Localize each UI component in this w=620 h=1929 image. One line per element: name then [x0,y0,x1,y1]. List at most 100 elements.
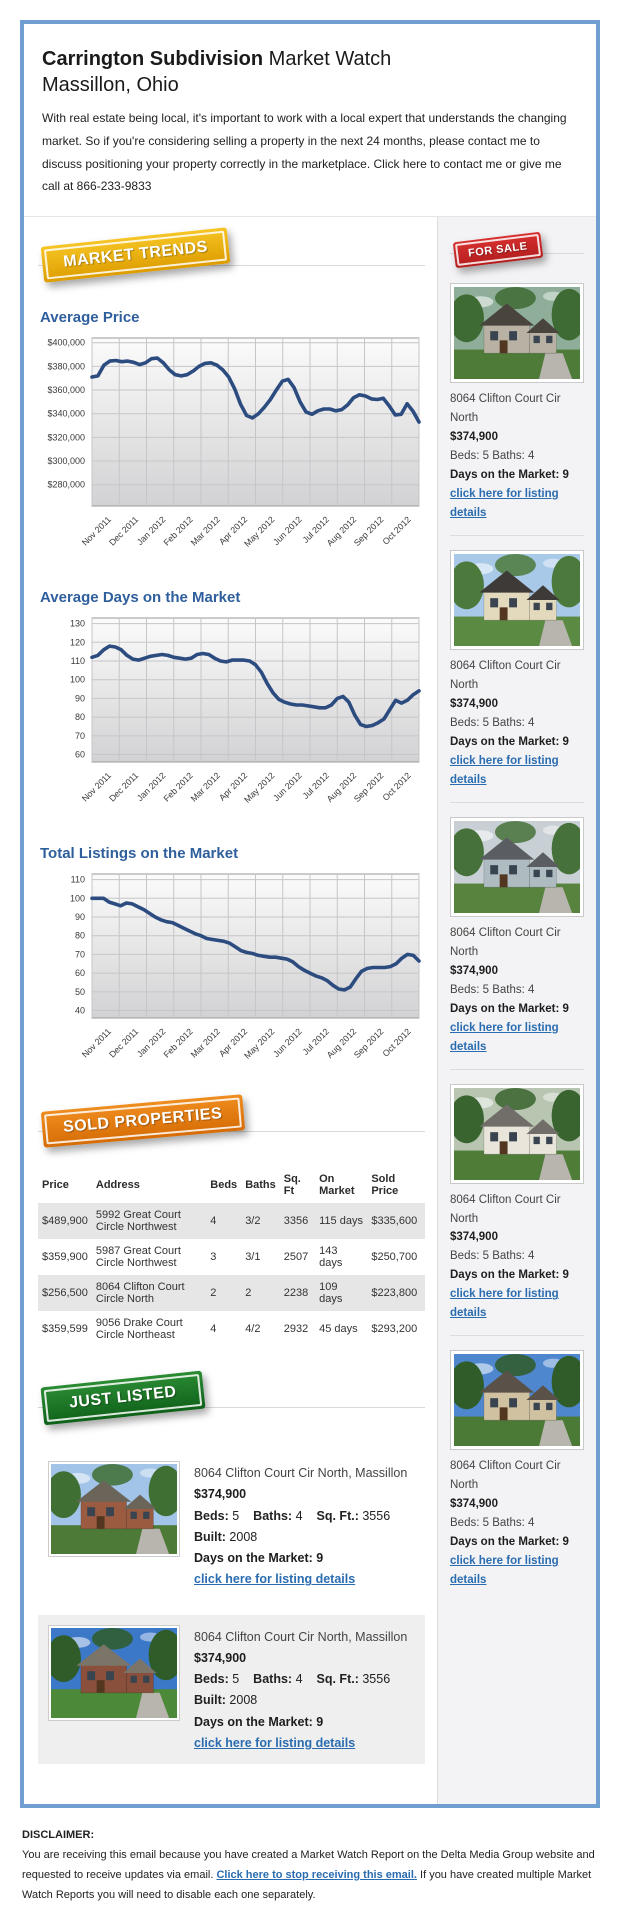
listing-price: $374,900 [450,697,498,710]
table-row: $359,900 5987 Great Court Circle Northwes… [38,1239,425,1275]
listing-details-link[interactable]: click here for listing details [450,1555,559,1587]
svg-text:$340,000: $340,000 [47,409,85,419]
title-suffix: Market Watch [263,48,392,70]
svg-text:$400,000: $400,000 [47,338,85,348]
svg-text:Sep 2012: Sep 2012 [352,770,386,804]
unsubscribe-link[interactable]: Click here to stop receiving this email. [216,1868,417,1881]
line-chart-svg: $400,000 $380,000 $360,000 $340,000 $320,000… [47,337,421,549]
listing-price: $374,900 [194,1487,247,1502]
table-cell: 2507 [283,1251,309,1264]
for-sale-listing-card: 8064 Clifton Court Cir North $374,900 Beds… [450,816,584,1057]
listing-details-link[interactable]: click here for listing details [194,1572,356,1587]
table-cell: $256,500 [42,1287,88,1300]
svg-text:130: 130 [70,619,85,629]
listing-photo [48,1624,180,1721]
for-sale-section-head: FOR SALE [450,231,584,273]
table-cell: 5987 Great Court Circle Northwest [95,1245,181,1270]
listing-photo [450,816,584,917]
svg-text:110: 110 [71,875,85,885]
svg-text:$320,000: $320,000 [47,433,85,443]
table-cell: 2 [245,1287,252,1300]
table-cell: 9056 Drake Court Circle Northeast [95,1317,183,1342]
house-photo-illustration [454,1354,580,1447]
page-title: Carrington Subdivision Market Watch [42,46,578,72]
listing-details-link[interactable]: click here for listing details [450,754,559,786]
svg-text:60: 60 [75,968,85,978]
sold-properties-section-head: SOLD PROPERTIES [38,1094,425,1161]
table-cell: 45 days [319,1323,358,1336]
listing-specs: Beds: 5 Baths: 4 Sq. Ft.: 3556 Built: 2008 [194,1669,415,1712]
svg-text:$380,000: $380,000 [47,362,85,372]
divider [38,1407,425,1409]
table-cell: 143 days [319,1245,343,1270]
table-row: $256,500 8064 Clifton Court Circle North 2… [38,1275,425,1312]
table-cell: 2238 [283,1287,309,1300]
listing-specs: Beds: 5 Baths: 4 Sq. Ft.: 3556 Built: 2008 [194,1506,415,1549]
listing-address: 8064 Clifton Court Cir North [450,1460,561,1492]
market-trends-section-head: MARKET TRENDS [38,227,425,295]
total-listings-heading: Total Listings on the Market [40,845,239,863]
sidebar: FOR SALE 8064 Clifton Court Cir North $37… [437,217,596,1805]
listing-address: 8064 Clifton Court Cir North, Massillon [194,1629,408,1644]
house-photo-illustration [454,820,580,913]
spec-label: Baths: [253,1508,293,1523]
house-photo-illustration [51,1464,177,1555]
spec-label: Sq. Ft.: [316,1672,359,1687]
spec-label: Beds: [194,1672,229,1687]
svg-text:Sep 2012: Sep 2012 [352,1026,386,1060]
listing-beds-baths: Beds: 5 Baths: 4 [450,716,535,729]
svg-text:Jun 2012: Jun 2012 [271,1026,304,1059]
svg-text:$300,000: $300,000 [47,456,85,466]
divider [450,1335,584,1337]
house-photo-illustration [454,1087,580,1180]
table-cell: 2932 [283,1323,309,1336]
svg-text:70: 70 [75,950,85,960]
main-column: MARKET TRENDS Average Price $400,000 $380… [24,217,437,1804]
for-sale-listing-card: 8064 Clifton Court Cir North $374,900 Beds… [450,1350,584,1590]
listing-info: 8064 Clifton Court Cir North $374,900 Beds… [450,924,584,1057]
just-listed-badge-label: JUST LISTED [43,1374,202,1423]
listing-days-on-market: Days on the Market: 9 [450,735,569,748]
svg-text:Jun 2012: Jun 2012 [271,514,304,547]
svg-text:90: 90 [75,912,85,922]
listing-beds-baths: Beds: 5 Baths: 4 [450,1517,535,1530]
listing-price: $374,900 [450,964,498,977]
listing-address: 8064 Clifton Court Cir North, Massillon [194,1466,408,1481]
listing-beds-baths: Beds: 5 Baths: 4 [450,983,535,996]
for-sale-listing-card: 8064 Clifton Court Cir North $374,900 Beds… [450,283,584,523]
table-cell: 4 [210,1215,217,1228]
listing-beds-baths: Beds: 5 Baths: 4 [450,1250,535,1263]
average-price-chart: $400,000 $380,000 $360,000 $340,000 $320,000… [38,332,425,575]
header: Carrington Subdivision Market Watch Mass… [24,24,596,216]
table-cell: $359,900 [42,1251,88,1264]
listing-days-on-market: Days on the Market: 9 [450,1269,569,1282]
days-on-market-heading: Average Days on the Market [40,589,241,607]
subdivision-name: Carrington Subdivision [42,48,264,70]
listing-details-link[interactable]: click here for listing details [194,1735,356,1750]
svg-text:Dec 2011: Dec 2011 [107,1026,140,1059]
footer-disclaimer: DISCLAIMER: You are receiving this email… [0,1808,620,1929]
listing-days-on-market: Days on the Market: 9 [450,1536,569,1549]
svg-text:$280,000: $280,000 [47,480,85,490]
listing-price: $374,900 [450,1498,498,1511]
house-photo-illustration [454,553,580,646]
table-row: $489,900 5992 Great Court Circle Northwes… [38,1203,425,1240]
sold-properties-table: Price Address Beds Baths Sq. Ft On Market Sold… [38,1167,425,1347]
just-listed-card: 8064 Clifton Court Cir North, Massillon $… [38,1614,425,1765]
market-trends-badge: MARKET TRENDS [40,227,231,283]
spec-label: Built: [194,1693,226,1708]
table-cell: $250,700 [371,1251,418,1264]
spec-label: Built: [194,1529,226,1544]
listing-details-link[interactable]: click here for listing details [450,1288,559,1320]
listing-details-link[interactable]: click here for listing details [450,488,559,519]
listing-address: 8064 Clifton Court Cir North [450,926,561,958]
listing-price: $374,900 [194,1650,247,1665]
house-photo-illustration [51,1627,177,1718]
svg-text:Dec 2011: Dec 2011 [107,770,140,803]
table-cell: 4/2 [245,1323,261,1336]
listing-info: 8064 Clifton Court Cir North $374,900 Beds… [450,657,584,790]
listing-details-link[interactable]: click here for listing details [450,1021,559,1053]
svg-text:80: 80 [75,931,85,941]
for-sale-listings: 8064 Clifton Court Cir North $374,900 Beds… [450,283,584,1590]
